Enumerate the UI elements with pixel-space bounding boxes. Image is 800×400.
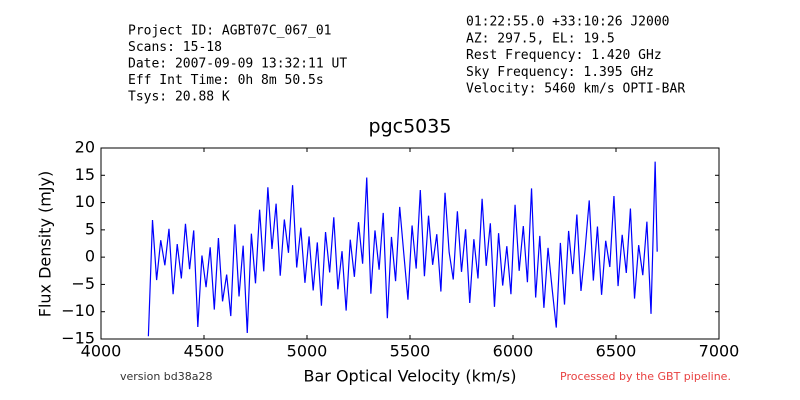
y-axis-label: Flux Density (mJy) [36, 171, 55, 318]
x-tick-label: 5000 [287, 342, 328, 361]
header-left-line: Scans: 15-18 [128, 40, 222, 55]
x-tick-label: 6500 [596, 342, 637, 361]
header-right-line: Sky Frequency: 1.395 GHz [466, 65, 654, 80]
chart-title: pgc5035 [369, 116, 452, 138]
x-tick-label: 5500 [390, 342, 431, 361]
x-tick-label: 4000 [81, 342, 122, 361]
footer-version: version bd38a28 [120, 370, 213, 383]
y-tick-label: −15 [61, 329, 95, 348]
y-tick-label: −5 [71, 274, 95, 293]
y-tick-label: 10 [75, 192, 95, 211]
y-tick-label: 20 [75, 138, 95, 157]
header-right-line: Rest Frequency: 1.420 GHz [466, 48, 662, 63]
spectrum-line [147, 161, 658, 337]
x-tick-label: 7000 [699, 342, 740, 361]
y-tick-label: 15 [75, 165, 95, 184]
x-tick-label: 6000 [493, 342, 534, 361]
header-right-line: Velocity: 5460 km/s OPTI-BAR [466, 82, 685, 97]
header-left-line: Tsys: 20.88 K [128, 90, 230, 105]
header-right-line: 01:22:55.0 +33:10:26 J2000 [466, 15, 670, 30]
header-left-line: Date: 2007-09-09 13:32:11 UT [128, 57, 347, 72]
x-tick-label: 4500 [184, 342, 225, 361]
y-tick-label: −10 [61, 301, 95, 320]
x-axis-label: Bar Optical Velocity (km/s) [304, 367, 517, 386]
y-tick-label: 0 [85, 247, 95, 266]
header-left-line: Project ID: AGBT07C_067_01 [128, 24, 332, 39]
header-right-line: AZ: 297.5, EL: 19.5 [466, 31, 615, 46]
header-left-line: Eff Int Time: 0h 8m 50.5s [128, 73, 324, 88]
footer-pipeline: Processed by the GBT pipeline. [560, 370, 731, 383]
y-tick-label: 5 [85, 219, 95, 238]
